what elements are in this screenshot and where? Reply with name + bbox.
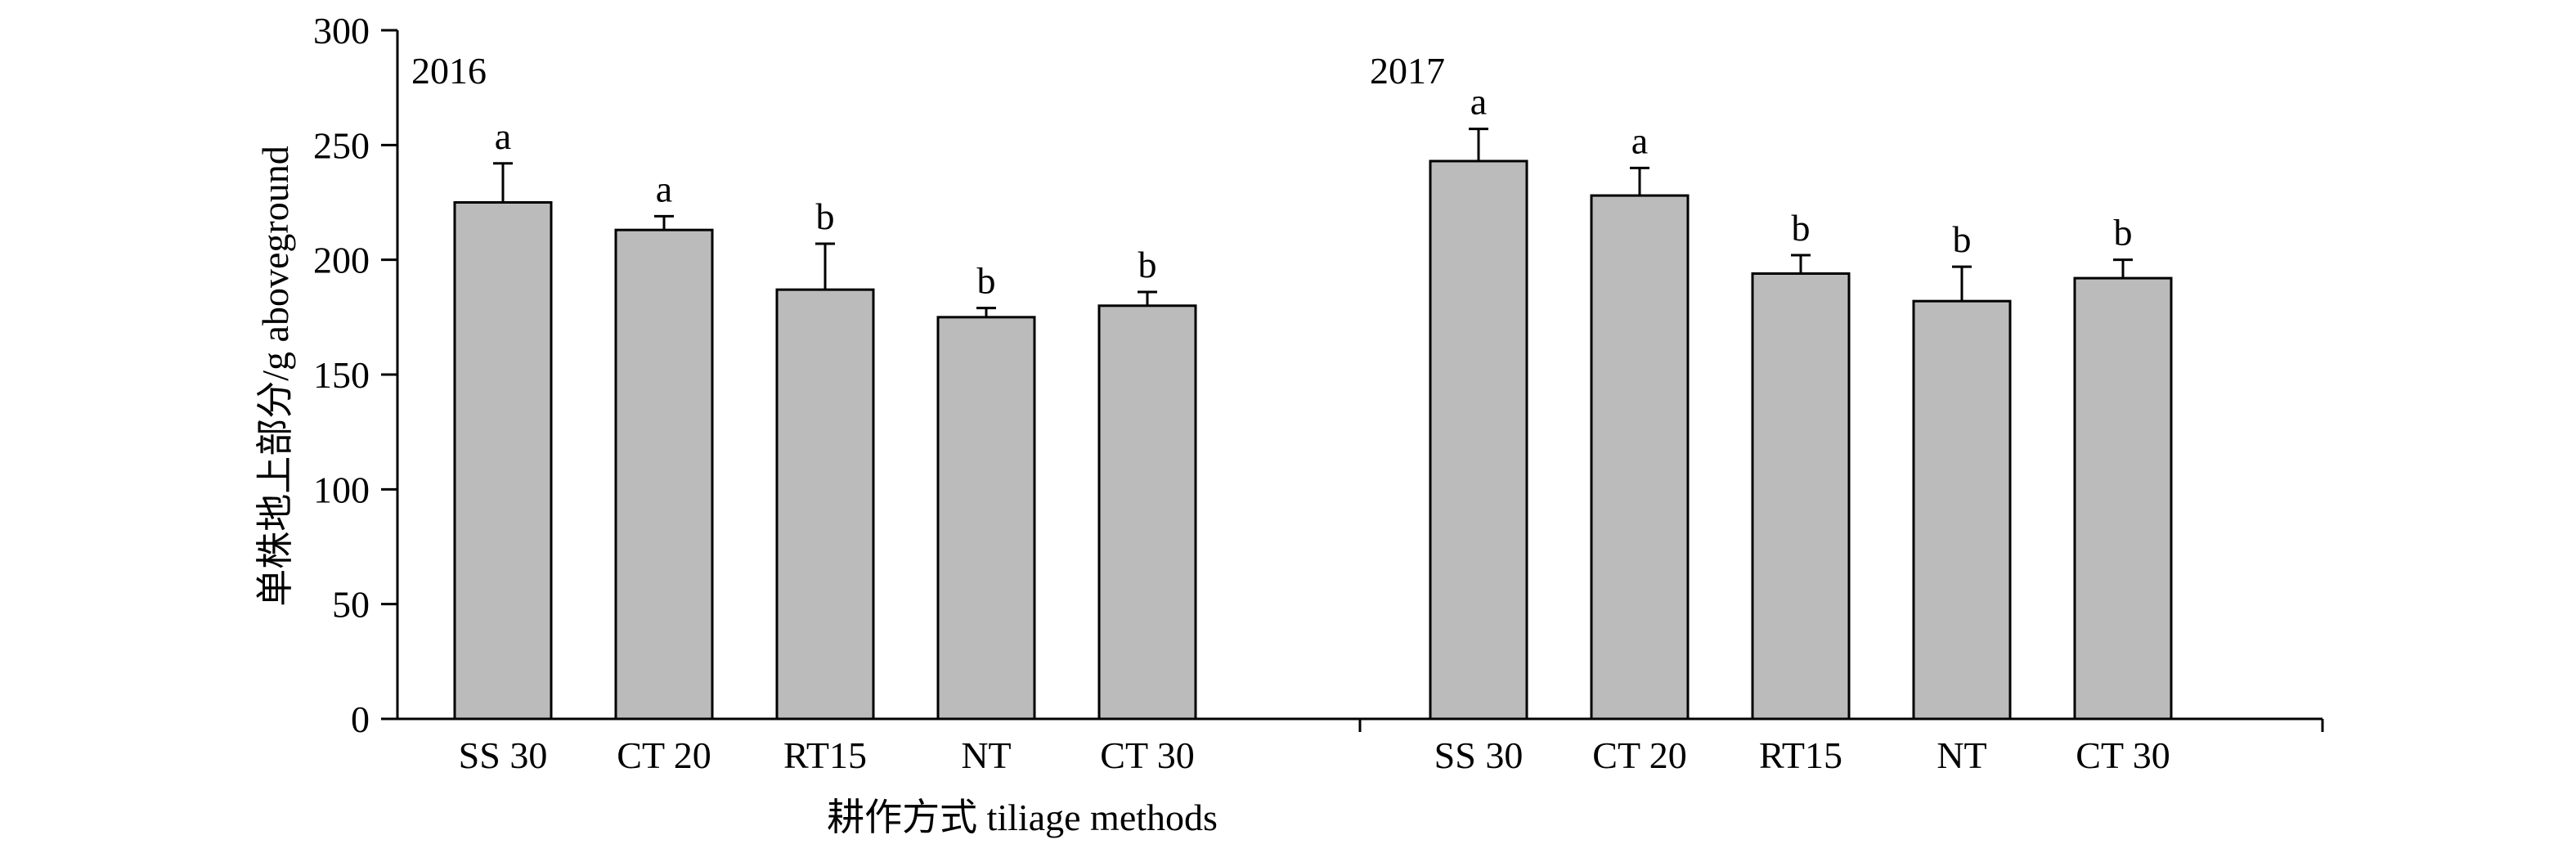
y-tick-label: 150 <box>313 354 370 396</box>
bar <box>1751 272 1851 721</box>
significance-letter: b <box>977 260 996 302</box>
bar <box>1912 299 2012 721</box>
x-tick-label: SS 30 <box>1434 734 1524 776</box>
axes: 0 50 100 150 200 250 300 <box>313 10 2324 740</box>
significance-letter: b <box>1953 218 1972 260</box>
significance-letter: b <box>2114 212 2133 254</box>
y-axis-title: 单株地上部分/g aboveground <box>254 146 296 606</box>
bar <box>936 316 1036 721</box>
bar <box>614 228 714 721</box>
y-tick-label: 0 <box>351 698 370 740</box>
x-tick-label: SS 30 <box>459 734 548 776</box>
significance-letter: a <box>656 168 672 209</box>
bar <box>775 288 875 721</box>
x-tick-label: NT <box>961 734 1011 776</box>
year-label: 2017 <box>1370 50 1445 92</box>
y-tick-label: 250 <box>313 124 370 166</box>
year-label: 2016 <box>411 50 487 92</box>
significance-letter: a <box>1470 81 1487 123</box>
bar <box>453 201 553 721</box>
bar <box>1429 159 1528 721</box>
x-tick-label: CT 30 <box>1100 734 1194 776</box>
significance-letter: a <box>1631 119 1648 161</box>
y-tick-label: 300 <box>313 10 370 52</box>
bar <box>1097 304 1197 721</box>
y-tick-label: 100 <box>313 469 370 510</box>
significance-letter: b <box>1792 207 1811 249</box>
bar <box>1590 194 1690 721</box>
x-tick-label: NT <box>1936 734 1986 776</box>
y-tick-label: 50 <box>332 584 370 626</box>
x-axis-title: 耕作方式 tiliage methods <box>827 797 1218 838</box>
x-tick-label: CT 20 <box>1592 734 1686 776</box>
significance-letter: b <box>816 195 835 237</box>
significance-letter: a <box>495 115 511 157</box>
x-tick-label: CT 30 <box>2076 734 2170 776</box>
significance-letter: b <box>1138 244 1157 285</box>
bar <box>2073 276 2173 721</box>
x-tick-label: CT 20 <box>617 734 711 776</box>
x-tick-label: RT15 <box>1759 734 1842 776</box>
x-tick-label: RT15 <box>783 734 867 776</box>
bars <box>453 128 2173 721</box>
y-tick-label: 200 <box>313 240 370 281</box>
